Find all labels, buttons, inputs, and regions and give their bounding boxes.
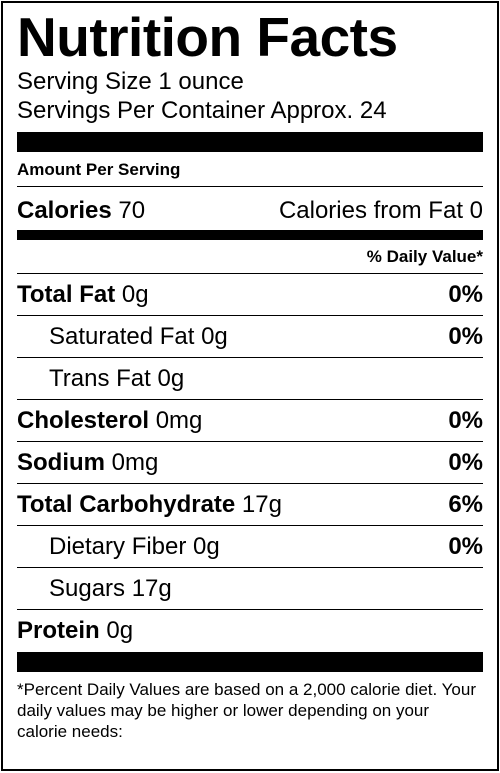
thick-divider-top bbox=[17, 132, 483, 152]
nutrient-dv: 0% bbox=[448, 322, 483, 350]
footnote: *Percent Daily Values are based on a 2,0… bbox=[17, 680, 476, 741]
nutrient-dv: 0% bbox=[448, 448, 483, 476]
nutrient-name: Dietary Fiber 0g bbox=[49, 532, 220, 560]
amount-per-serving: Amount Per Serving bbox=[17, 152, 483, 187]
nutrient-name-group: Total Carbohydrate 17g bbox=[17, 491, 282, 519]
nutrient-name: Saturated Fat 0g bbox=[49, 322, 228, 350]
nutrient-row-total-fat: Total Fat 0g 0% bbox=[17, 274, 483, 316]
nutrient-dv: 0% bbox=[448, 406, 483, 434]
nutrient-name: Sodium bbox=[17, 448, 105, 476]
nutrient-row-sodium: Sodium 0mg 0% bbox=[17, 442, 483, 484]
nutrient-amount: 0mg bbox=[105, 448, 159, 476]
calories-row: Calories 70 Calories from Fat 0 bbox=[17, 187, 483, 230]
nutrient-name: Cholesterol bbox=[17, 406, 150, 434]
calories-value: 70 bbox=[111, 197, 146, 224]
label-title: Nutrition Facts bbox=[17, 6, 398, 68]
nutrient-name-group: Protein 0g bbox=[17, 617, 133, 645]
nutrient-dv: 6% bbox=[448, 490, 483, 518]
nutrient-name-group: Sodium 0mg bbox=[17, 449, 158, 477]
nutrient-name-group: Cholesterol 0mg bbox=[17, 407, 202, 435]
nutrient-amount: 0g bbox=[99, 617, 134, 644]
servings-per-container: Servings Per Container Approx. 24 bbox=[17, 97, 387, 124]
calories-label: Calories bbox=[17, 197, 112, 224]
nutrient-row-cholesterol: Cholesterol 0mg 0% bbox=[17, 400, 483, 442]
daily-value-header: % Daily Value* bbox=[17, 240, 483, 274]
thick-divider-bottom bbox=[17, 652, 483, 672]
nutrient-row-saturated-fat: Saturated Fat 0g 0% bbox=[17, 316, 483, 358]
serving-size: Serving Size 1 ounce bbox=[17, 68, 244, 95]
nutrient-name: Protein bbox=[17, 617, 100, 644]
nutrient-amount: 0g bbox=[115, 280, 149, 308]
nutrient-name-group: Total Fat 0g bbox=[17, 281, 149, 309]
nutrient-row-sugars: Sugars 17g bbox=[17, 568, 483, 610]
nutrient-amount: 0mg bbox=[149, 406, 203, 434]
nutrient-row-dietary-fiber: Dietary Fiber 0g 0% bbox=[17, 526, 483, 568]
nutrient-amount: 17g bbox=[235, 490, 282, 518]
nutrient-dv: 0% bbox=[448, 532, 483, 560]
nutrient-name: Trans Fat 0g bbox=[49, 364, 185, 392]
nutrient-name: Total Carbohydrate bbox=[17, 490, 236, 518]
calories-from-fat: Calories from Fat 0 bbox=[278, 197, 483, 224]
nutrient-row-protein: Protein 0g bbox=[17, 610, 483, 652]
medium-divider bbox=[17, 230, 483, 240]
nutrient-name: Sugars 17g bbox=[49, 574, 172, 602]
nutrient-row-trans-fat: Trans Fat 0g bbox=[17, 358, 483, 400]
nutrient-dv: 0% bbox=[448, 280, 483, 308]
calories-group: Calories 70 bbox=[17, 196, 145, 226]
nutrient-row-total-carbohydrate: Total Carbohydrate 17g 6% bbox=[17, 484, 483, 526]
nutrient-name: Total Fat bbox=[17, 280, 116, 308]
